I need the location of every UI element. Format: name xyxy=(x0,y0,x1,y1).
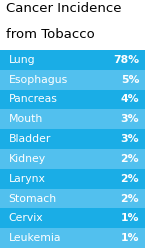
Text: 2%: 2% xyxy=(121,154,139,164)
Text: from Tobacco: from Tobacco xyxy=(6,29,95,41)
Bar xyxy=(0,90,145,109)
Bar xyxy=(0,188,145,208)
Text: 3%: 3% xyxy=(121,114,139,124)
Bar xyxy=(0,129,145,149)
Text: 1%: 1% xyxy=(121,213,139,223)
Text: 2%: 2% xyxy=(121,193,139,204)
Text: 3%: 3% xyxy=(121,134,139,144)
Bar xyxy=(0,70,145,90)
Text: Esophagus: Esophagus xyxy=(9,75,68,85)
Text: Cervix: Cervix xyxy=(9,213,43,223)
Bar xyxy=(0,109,145,129)
Text: Pancreas: Pancreas xyxy=(9,94,58,104)
Text: Cancer Incidence: Cancer Incidence xyxy=(6,2,121,15)
Text: 4%: 4% xyxy=(121,94,139,104)
Text: Kidney: Kidney xyxy=(9,154,46,164)
Text: Stomach: Stomach xyxy=(9,193,57,204)
Text: Larynx: Larynx xyxy=(9,174,46,184)
Bar xyxy=(0,50,145,70)
Text: 78%: 78% xyxy=(113,55,139,65)
Text: Lung: Lung xyxy=(9,55,35,65)
Bar xyxy=(0,149,145,169)
Text: Leukemia: Leukemia xyxy=(9,233,61,243)
Text: Mouth: Mouth xyxy=(9,114,43,124)
Text: Bladder: Bladder xyxy=(9,134,51,144)
Bar xyxy=(0,228,145,248)
Bar xyxy=(0,208,145,228)
Text: 5%: 5% xyxy=(121,75,139,85)
Text: 1%: 1% xyxy=(121,233,139,243)
Text: 2%: 2% xyxy=(121,174,139,184)
Bar xyxy=(0,169,145,188)
